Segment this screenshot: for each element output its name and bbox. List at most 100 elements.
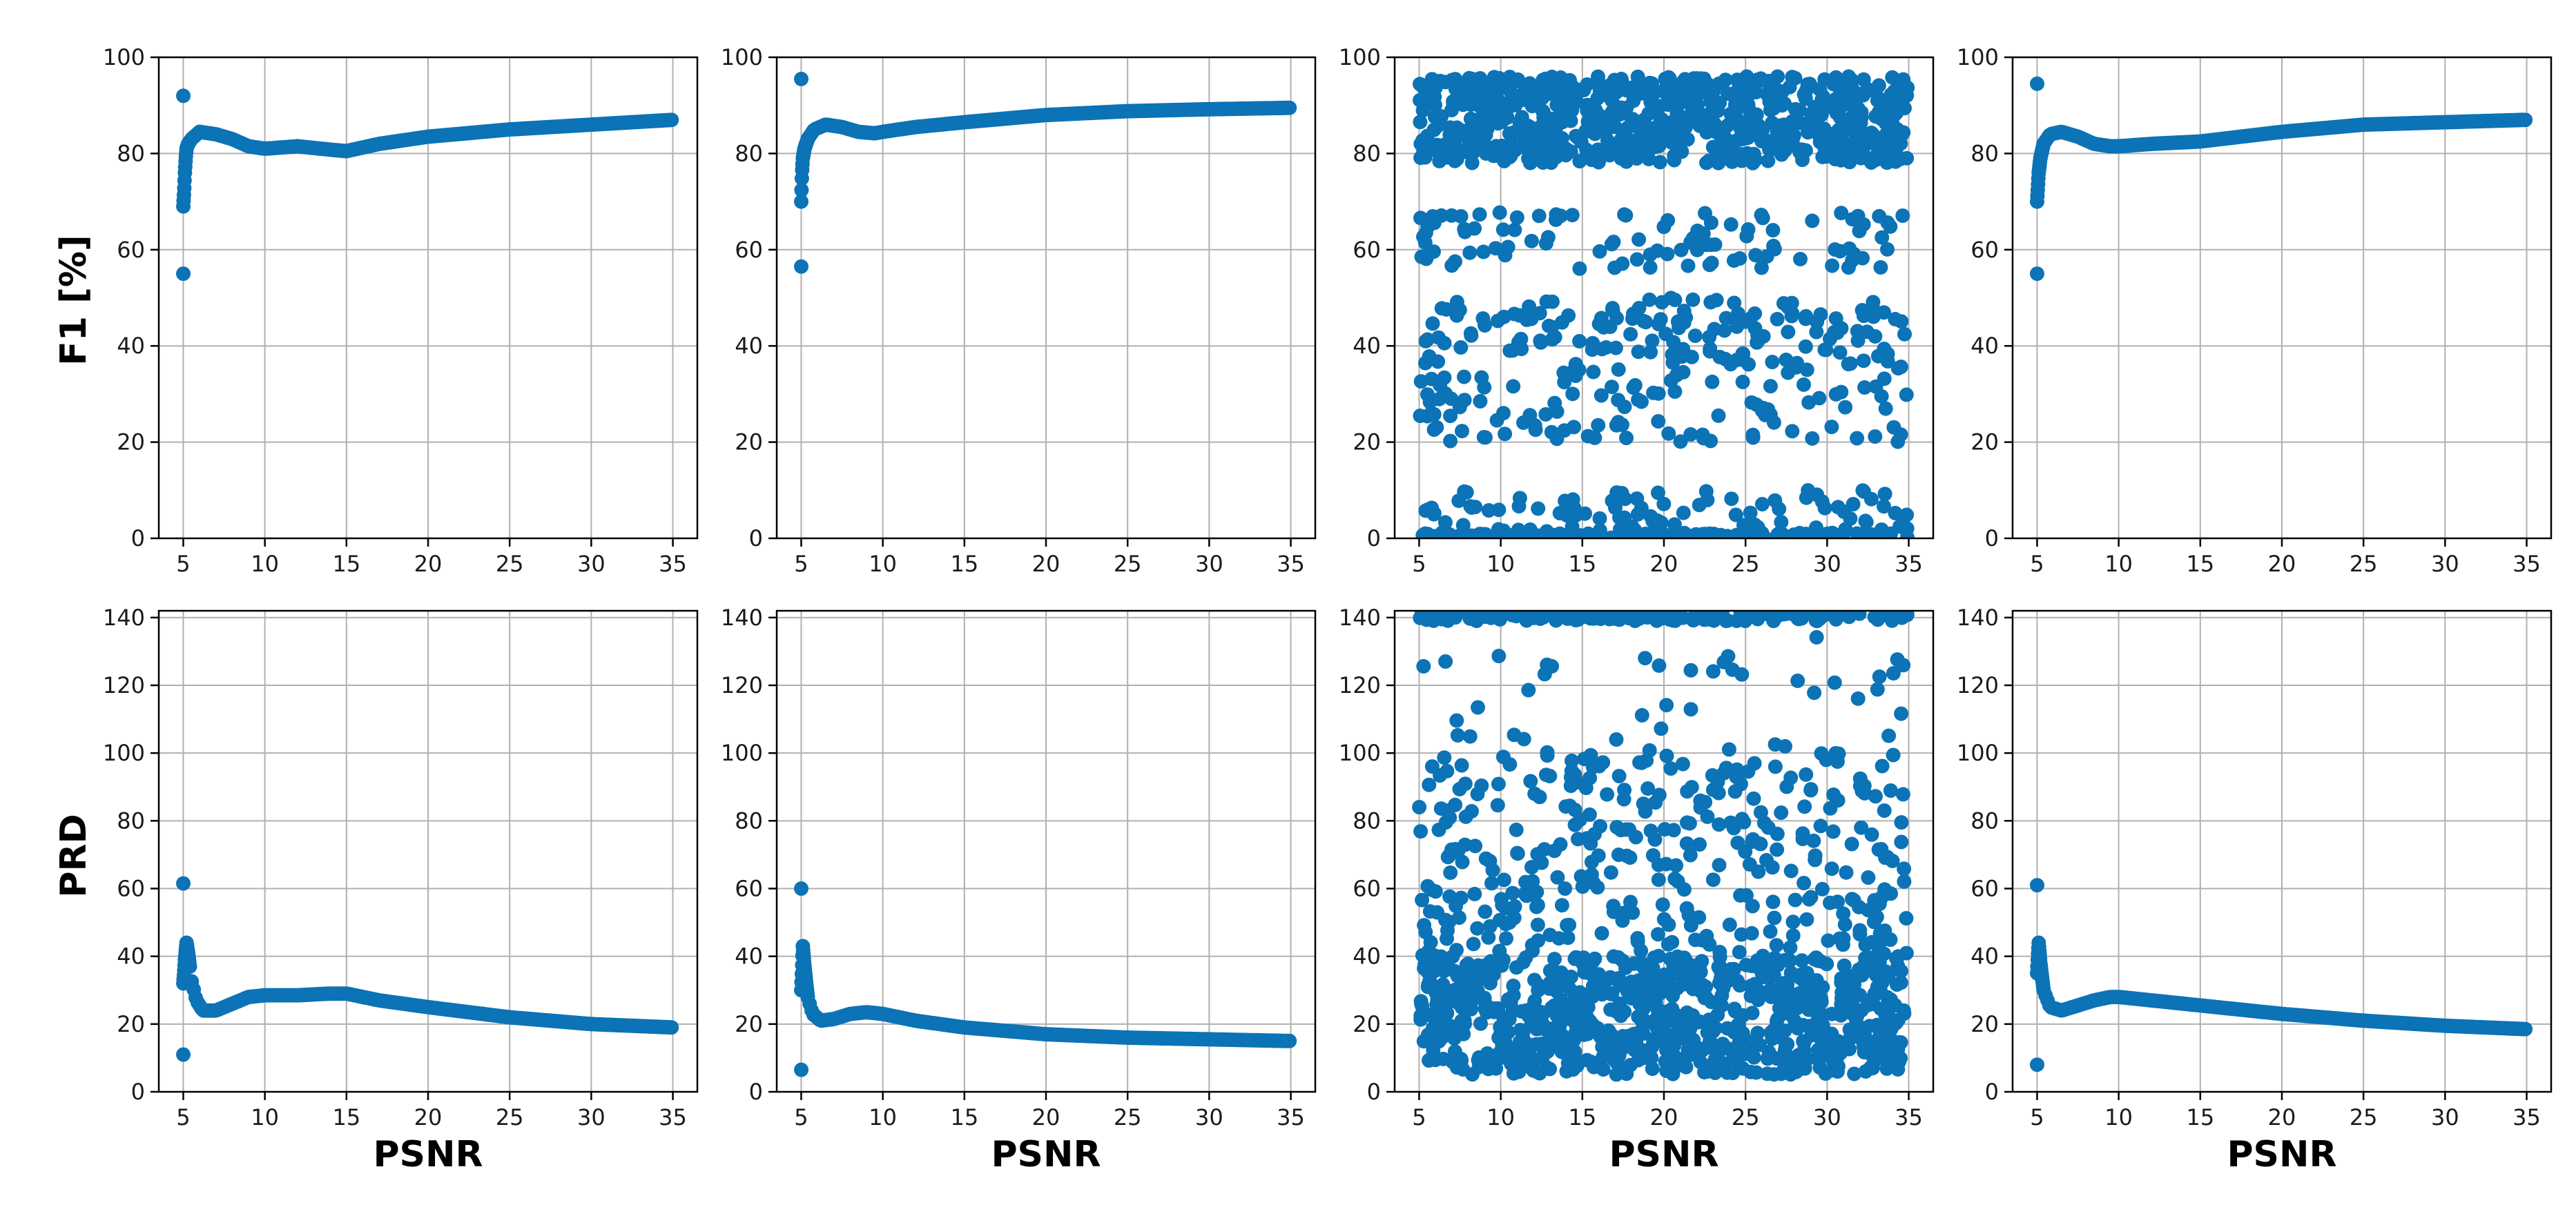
data-point	[1792, 103, 1808, 118]
data-point	[794, 71, 808, 86]
y-tick-label: 40	[1970, 333, 1999, 359]
data-point	[1560, 975, 1576, 990]
data-point	[1683, 848, 1698, 863]
data-point	[1516, 611, 1531, 621]
data-point	[1828, 92, 1843, 107]
data-point	[1629, 491, 1645, 506]
data-point	[1424, 500, 1440, 516]
y-tick-label: 100	[721, 740, 763, 766]
data-point	[1616, 792, 1631, 807]
data-point	[1768, 611, 1783, 618]
x-tick-label: 30	[1195, 551, 1223, 577]
data-point	[1888, 144, 1904, 159]
x-tick-label: 25	[1114, 551, 1142, 577]
data-point	[1428, 963, 1443, 978]
data-point	[1623, 894, 1638, 910]
data-point	[1754, 260, 1769, 275]
data-point	[1883, 992, 1899, 1007]
data-point	[1608, 104, 1623, 119]
data-point	[1542, 963, 1558, 978]
data-point	[1678, 310, 1694, 325]
x-tick-label: 15	[1568, 1104, 1596, 1130]
data-point	[1478, 904, 1493, 919]
data-point	[1490, 313, 1505, 329]
data-point	[1866, 309, 1881, 324]
data-point	[1636, 796, 1651, 812]
plot-frame	[2011, 609, 2553, 1093]
data-point	[1656, 496, 1672, 511]
data-point	[1658, 326, 1674, 342]
data-point	[1653, 1009, 1668, 1024]
x-tick-label: 25	[496, 551, 524, 577]
data-point	[1484, 876, 1499, 891]
data-point	[1732, 251, 1747, 266]
data-point	[1824, 420, 1839, 434]
scatter-points	[794, 71, 1297, 274]
data-point	[1705, 872, 1721, 888]
data-point	[1880, 346, 1895, 362]
data-point	[1688, 611, 1703, 623]
data-point	[1743, 311, 1759, 326]
data-point	[1630, 507, 1645, 522]
data-point	[1471, 700, 1485, 715]
data-point	[1783, 863, 1799, 879]
data-point	[1458, 776, 1473, 792]
data-point	[1471, 130, 1486, 146]
data-point	[1847, 1066, 1862, 1081]
data-point	[1877, 882, 1892, 897]
data-point	[1527, 888, 1542, 903]
data-point	[1657, 822, 1672, 837]
data-point	[1676, 505, 1691, 520]
data-point	[1618, 960, 1633, 975]
data-point	[1425, 316, 1440, 331]
data-point	[1513, 1023, 1528, 1037]
data-point	[1551, 931, 1567, 946]
data-point	[1857, 484, 1872, 499]
plot-frame	[775, 56, 1317, 540]
data-point	[1721, 742, 1736, 757]
data-point	[1412, 800, 1427, 814]
data-point	[1447, 982, 1462, 997]
data-point	[1473, 393, 1488, 409]
data-point	[1718, 351, 1733, 366]
data-point	[1605, 380, 1619, 395]
data-point	[1617, 400, 1632, 414]
data-point	[176, 1047, 191, 1062]
data-point	[1748, 248, 1763, 263]
data-point	[1616, 144, 1630, 159]
data-point	[1502, 137, 1517, 153]
data-point	[1651, 386, 1666, 401]
data-point	[1730, 835, 1745, 850]
data-point	[1418, 355, 1433, 371]
data-point	[1872, 669, 1887, 684]
y-tick-label: 80	[735, 140, 763, 166]
y-tick-label: 80	[117, 140, 145, 166]
data-point	[1444, 208, 1459, 223]
data-point	[1531, 208, 1547, 224]
data-point	[1530, 847, 1545, 862]
x-tick-label: 25	[2350, 1104, 2378, 1130]
data-point	[1557, 375, 1572, 390]
data-point	[1653, 312, 1668, 327]
data-point	[1770, 311, 1785, 326]
data-point	[1888, 505, 1903, 520]
data-point	[1499, 931, 1513, 946]
data-point	[1619, 1066, 1634, 1081]
x-tick-label: 30	[2431, 551, 2459, 577]
x-tick-label: 5	[1412, 1104, 1426, 1130]
data-point	[1426, 948, 1442, 963]
data-point	[1852, 927, 1868, 942]
data-point	[1423, 611, 1438, 627]
scatter-points	[1413, 69, 1915, 538]
data-point	[1703, 215, 1718, 231]
data-point	[1528, 146, 1543, 161]
data-point	[1444, 258, 1460, 273]
y-tick-label: 60	[1353, 237, 1381, 263]
x-tick-label: 35	[1277, 551, 1305, 577]
data-point	[1766, 238, 1781, 253]
data-point	[1586, 364, 1601, 380]
data-point	[1667, 293, 1683, 307]
x-tick-label: 25	[496, 1104, 524, 1130]
data-point	[1433, 801, 1449, 816]
